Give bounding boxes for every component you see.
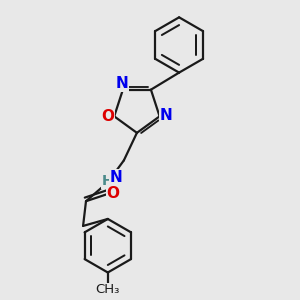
Text: N: N	[110, 169, 122, 184]
Text: O: O	[101, 110, 114, 124]
Text: O: O	[106, 186, 119, 201]
Text: N: N	[160, 108, 172, 123]
Text: N: N	[116, 76, 129, 92]
Text: CH₃: CH₃	[96, 284, 120, 296]
Text: H: H	[102, 174, 113, 188]
